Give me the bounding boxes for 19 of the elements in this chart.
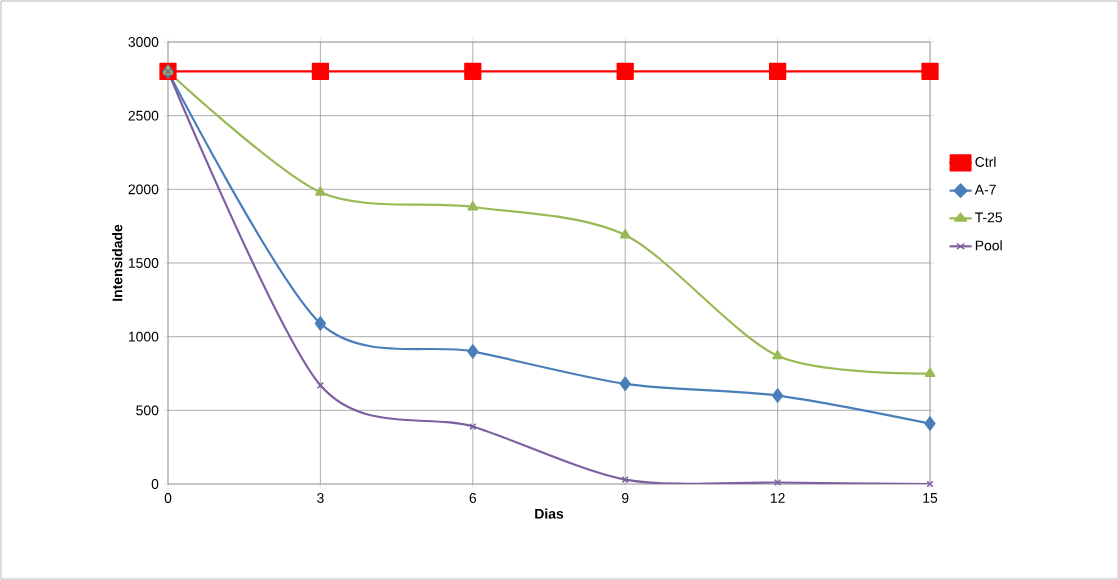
y-tick-label: 1500 (128, 258, 159, 268)
y-axis-title: Intensidade (112, 224, 123, 301)
legend-label: T-25 (975, 212, 1003, 223)
x-axis-title: Dias (535, 508, 564, 519)
x-tick-label: 9 (621, 493, 629, 503)
y-tick-label: 2500 (128, 110, 159, 121)
y-tick-label: 3000 (128, 37, 159, 47)
y-tick-label: 2000 (128, 184, 159, 195)
y-tick-label: 0 (151, 479, 159, 489)
x-tick-label: 12 (770, 493, 785, 503)
x-tick-label: 0 (164, 493, 172, 503)
x-tick-label: 6 (469, 493, 477, 503)
x-tick-label: 15 (923, 493, 938, 503)
legend-label: Ctrl (975, 156, 996, 167)
legend-label: Pool (975, 240, 1002, 251)
y-tick-label: 500 (136, 405, 159, 416)
legend-label: A-7 (974, 184, 996, 195)
x-tick-label: 3 (317, 493, 324, 503)
y-tick-label: 1000 (128, 331, 159, 342)
